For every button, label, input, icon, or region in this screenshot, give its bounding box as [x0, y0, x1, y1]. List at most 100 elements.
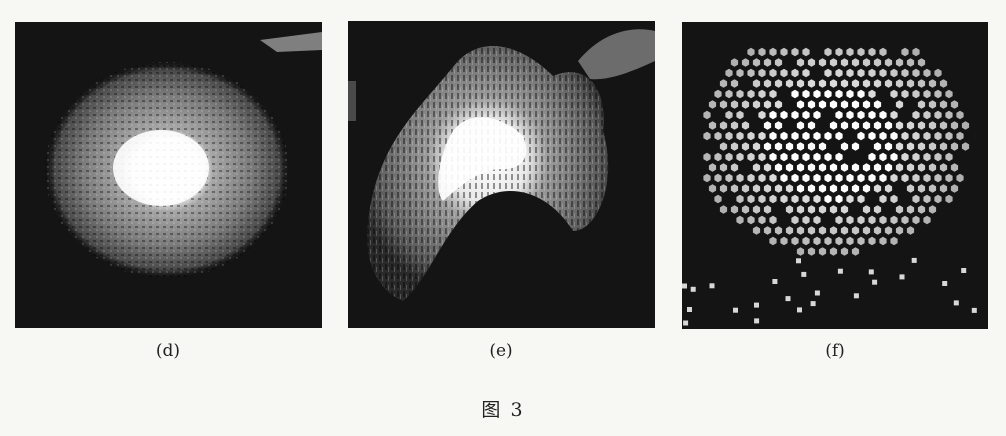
speck-shape [682, 283, 687, 289]
cell-shape [763, 163, 772, 172]
cell-shape [895, 163, 904, 172]
cell-shape [813, 110, 821, 120]
cell-shape [868, 236, 876, 246]
cell-shape [780, 131, 788, 141]
cell-shape [961, 121, 970, 130]
cell-shape [873, 100, 882, 109]
cell-shape [824, 89, 832, 99]
cell-shape [818, 58, 827, 67]
cell-shape [868, 152, 876, 162]
cell-shape [747, 194, 755, 204]
cell-shape [873, 121, 882, 130]
cell-shape [796, 184, 805, 193]
cell-shape [934, 68, 942, 78]
cell-shape [813, 215, 821, 225]
cell-shape [879, 236, 887, 246]
cell-shape [758, 173, 766, 183]
cell-shape [703, 131, 711, 141]
cell-shape [791, 194, 799, 204]
speck-shape [971, 307, 977, 313]
cell-shape [758, 68, 766, 78]
cell-shape [879, 215, 887, 225]
cell-shape [791, 236, 799, 246]
cell-shape [813, 152, 821, 162]
cell-shape [741, 184, 750, 193]
cell-shape [703, 173, 711, 183]
cell-shape [769, 89, 777, 99]
cell-shape [807, 163, 816, 172]
cell-shape [934, 173, 942, 183]
cell-shape [835, 89, 843, 99]
cell-shape [945, 194, 953, 204]
cell-shape [906, 142, 915, 151]
cell-shape [802, 131, 810, 141]
cell-shape [917, 100, 926, 109]
cell-shape [895, 100, 904, 109]
cell-shape [818, 142, 827, 151]
cell-shape [879, 152, 887, 162]
cell-shape [785, 184, 794, 193]
cell-shape [758, 131, 766, 141]
cell-shape [906, 79, 915, 88]
cell-shape [818, 100, 827, 109]
cell-shape [851, 121, 860, 130]
cell-shape [884, 226, 893, 235]
cell-shape [763, 142, 772, 151]
cell-shape [802, 89, 810, 99]
panel-d-image [15, 22, 322, 328]
cell-shape [774, 226, 783, 235]
cell-shape [934, 131, 942, 141]
cell-shape [868, 47, 876, 57]
cell-shape [769, 173, 777, 183]
cell-shape [868, 131, 876, 141]
cell-shape [939, 79, 948, 88]
speck-shape [683, 320, 689, 326]
cell-shape [796, 205, 805, 214]
cell-shape [884, 142, 893, 151]
cell-shape [873, 142, 882, 151]
cell-shape [774, 142, 783, 151]
cell-shape [857, 131, 865, 141]
cell-shape [730, 142, 739, 151]
cell-shape [785, 226, 794, 235]
speck-shape [961, 268, 967, 273]
cell-shape [708, 121, 717, 130]
cell-shape [802, 152, 810, 162]
cell-shape [807, 184, 816, 193]
speck-shape [872, 279, 878, 285]
cell-shape [939, 184, 948, 193]
speck-shape [953, 300, 959, 306]
speck-shape [899, 274, 905, 280]
cell-shape [928, 184, 937, 193]
cell-shape [796, 142, 805, 151]
cell-shape [791, 131, 799, 141]
speck-shape [687, 307, 692, 312]
cell-shape [791, 173, 799, 183]
cell-shape [835, 194, 843, 204]
cell-shape [934, 110, 942, 120]
cell-shape [818, 184, 827, 193]
cell-shape [802, 110, 810, 120]
panel-d-label: (d) [155, 341, 181, 361]
cell-shape [829, 58, 838, 67]
cell-shape [862, 184, 871, 193]
cell-shape [846, 236, 854, 246]
cell-shape [747, 215, 755, 225]
cell-shape [857, 47, 865, 57]
cell-shape [769, 152, 777, 162]
cell-shape [807, 247, 816, 256]
cell-shape [873, 79, 882, 88]
cell-shape [928, 79, 937, 88]
speck-shape [814, 290, 820, 296]
cell-shape [906, 226, 915, 235]
cell-shape [813, 236, 821, 246]
cell-shape [890, 236, 898, 246]
cell-shape [824, 68, 832, 78]
cell-shape [719, 163, 728, 172]
cell-shape [752, 226, 761, 235]
cell-shape [725, 131, 733, 141]
cell-shape [873, 226, 882, 235]
cell-shape [736, 68, 744, 78]
cell-shape [780, 110, 788, 120]
cell-shape [879, 194, 887, 204]
